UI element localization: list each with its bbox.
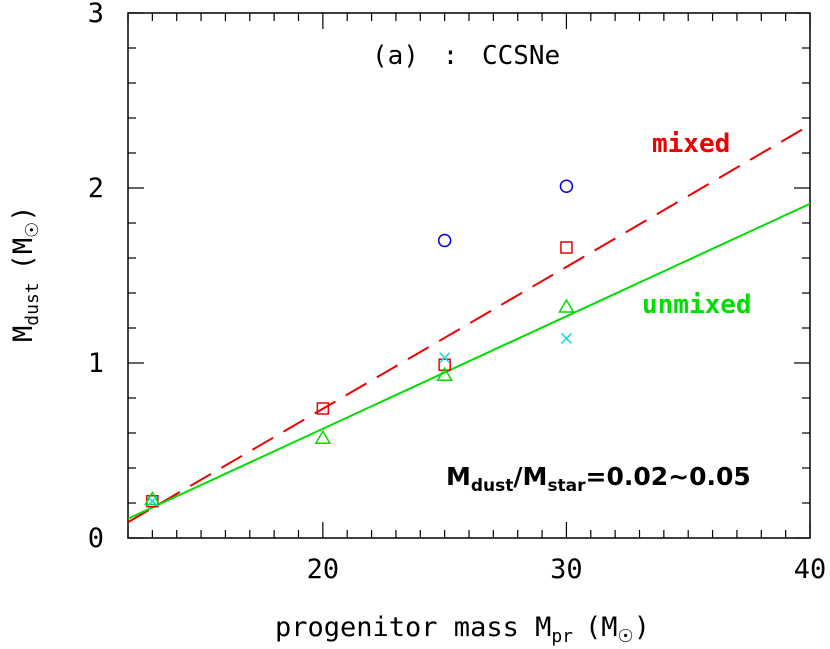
marker-triangle <box>558 298 575 313</box>
line-unmixed <box>127 202 811 520</box>
chart-title-sep: : <box>443 41 459 71</box>
marker-square <box>316 402 330 415</box>
x-tick-label: 40 <box>794 554 827 585</box>
y-tick-label: 3 <box>88 0 104 29</box>
marker-circle <box>559 179 574 193</box>
x-axis-title: progenitor mass Mpr (M☉) <box>275 612 650 647</box>
marker-square <box>560 241 573 254</box>
plot-frame <box>127 12 811 539</box>
ticks: 20 30 40 0 1 2 3 <box>88 0 827 585</box>
marker-square <box>438 358 451 371</box>
marker-circle <box>437 233 452 248</box>
chart-title-panel: (a) <box>372 41 419 71</box>
ratio-annotation: Mdust/Mstar=0.02~0.05 <box>446 462 751 496</box>
marker-triangle <box>436 366 453 381</box>
x-tick-label: 20 <box>307 554 340 585</box>
sun-symbol-icon: ☉ <box>618 626 634 647</box>
y-tick-label: 1 <box>88 348 104 379</box>
sun-symbol-icon: ☉ <box>22 222 43 238</box>
marker-cross <box>439 352 451 364</box>
chart-title-name: CCSNe <box>482 41 560 71</box>
label-mixed: mixed <box>652 129 730 159</box>
y-tick-label: 0 <box>88 523 104 554</box>
marker-cross <box>560 332 572 345</box>
chart-title: (a) : CCSNe <box>372 41 560 71</box>
label-unmixed: unmixed <box>642 290 752 320</box>
marker-cross <box>146 495 158 507</box>
fit-lines <box>127 124 811 524</box>
line-mixed <box>127 124 811 524</box>
marker-triangle <box>314 429 332 444</box>
y-tick-label: 2 <box>88 173 104 204</box>
axes <box>127 12 811 539</box>
data-markers <box>144 179 575 508</box>
y-axis-title: Mdust(M☉) <box>8 205 43 342</box>
x-tick-label: 30 <box>550 554 583 585</box>
